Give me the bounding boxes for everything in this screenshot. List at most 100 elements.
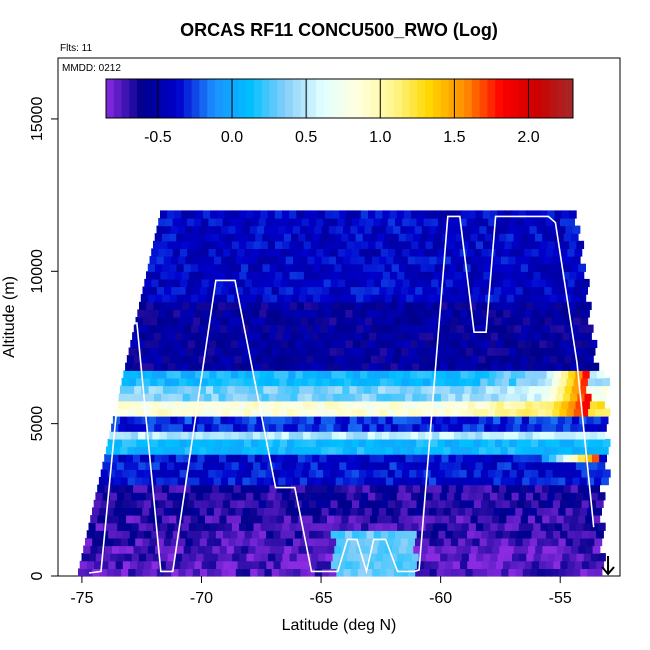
- heat-cell: [508, 568, 517, 577]
- heat-cell: [445, 499, 453, 508]
- heat-cell: [246, 522, 255, 531]
- heat-cell: [561, 400, 569, 409]
- heat-cell: [123, 370, 132, 379]
- heat-cell: [534, 454, 543, 463]
- heat-cell: [377, 545, 386, 554]
- heat-cell: [276, 454, 285, 463]
- heat-cell: [309, 370, 318, 379]
- heat-cell: [590, 522, 599, 531]
- heat-cell: [225, 332, 234, 341]
- heat-cell: [222, 408, 230, 417]
- colorbar-segment: [160, 79, 169, 118]
- heat-cell: [596, 370, 605, 379]
- heat-cell: [577, 484, 586, 493]
- heat-cell: [165, 278, 174, 288]
- heat-cell: [197, 515, 206, 524]
- heat-cell: [219, 324, 228, 333]
- heat-cell: [441, 515, 450, 524]
- heat-cell: [443, 507, 452, 516]
- heat-cell: [167, 210, 175, 219]
- heat-cell: [341, 294, 350, 303]
- heat-cell: [221, 256, 229, 265]
- heat-cell: [371, 256, 380, 265]
- heat-cell: [472, 537, 481, 547]
- heat-cell: [571, 385, 580, 394]
- heat-cell: [520, 423, 528, 432]
- heat-cell: [449, 294, 458, 303]
- heat-cell: [229, 469, 238, 478]
- heat-cell: [280, 278, 289, 288]
- heat-cell: [344, 469, 353, 478]
- heat-cell: [499, 263, 508, 272]
- heat-cell: [411, 301, 420, 310]
- heat-cell: [501, 256, 509, 265]
- heat-cell: [319, 423, 327, 432]
- heat-cell: [384, 515, 393, 524]
- heat-cell: [115, 530, 124, 539]
- heat-cell: [153, 553, 161, 562]
- heat-cell: [507, 355, 515, 364]
- heat-cell: [414, 477, 423, 486]
- heat-cell: [408, 347, 417, 356]
- colorbar-segment: [557, 79, 566, 118]
- heat-cell: [208, 438, 216, 448]
- heat-cell: [252, 400, 261, 409]
- heat-cell: [425, 461, 434, 470]
- heat-cell: [200, 377, 209, 387]
- heat-cell: [266, 530, 274, 539]
- heat-cell: [314, 317, 323, 326]
- heat-cell: [575, 339, 583, 349]
- heat-cell: [394, 377, 402, 387]
- heat-cell: [239, 240, 247, 249]
- heat-cell: [442, 324, 451, 333]
- heat-cell: [288, 400, 297, 409]
- heat-cell: [231, 431, 240, 440]
- heat-cell: [369, 454, 378, 463]
- heat-cell: [444, 408, 453, 417]
- heat-cell: [438, 530, 447, 539]
- heat-cell: [445, 530, 454, 539]
- heat-cell: [198, 355, 207, 364]
- heat-cell: [241, 294, 249, 303]
- heat-cell: [403, 431, 412, 440]
- heat-cell: [592, 515, 601, 524]
- heat-cell: [284, 294, 293, 303]
- heat-cell: [163, 537, 172, 547]
- heat-cell: [194, 218, 202, 227]
- heat-cell: [336, 377, 345, 387]
- heat-cell: [196, 271, 204, 280]
- heat-cell: [213, 446, 222, 455]
- heat-cell: [322, 317, 330, 326]
- heat-cell: [360, 431, 369, 440]
- heat-cell: [353, 240, 362, 249]
- heat-cell: [258, 530, 267, 539]
- heat-cell: [405, 515, 414, 524]
- heat-cell: [379, 377, 388, 387]
- heat-cell: [265, 499, 274, 508]
- heat-cell: [490, 492, 498, 501]
- heat-cell: [146, 553, 154, 562]
- heat-cell: [257, 286, 266, 295]
- heat-cell: [450, 537, 459, 547]
- heat-cell: [259, 339, 268, 349]
- heat-cell: [385, 477, 394, 486]
- heat-cell: [576, 553, 585, 562]
- heat-cell: [432, 431, 440, 440]
- heat-cell: [156, 225, 165, 234]
- heat-cell: [405, 393, 413, 402]
- heat-cell: [363, 385, 372, 394]
- heat-cell: [557, 324, 565, 333]
- heat-cell: [172, 218, 181, 227]
- heat-cell: [278, 477, 287, 486]
- heat-cell: [300, 286, 309, 295]
- heat-cell: [277, 355, 286, 364]
- heat-cell: [598, 393, 607, 402]
- heat-cell: [363, 324, 372, 333]
- heat-cell: [363, 355, 372, 364]
- heat-cell: [150, 347, 158, 356]
- heat-cell: [102, 461, 111, 470]
- heat-cell: [174, 522, 183, 531]
- heat-cell: [143, 469, 152, 478]
- colorbar-segment: [425, 79, 434, 118]
- flight-track-line: [88, 215, 595, 575]
